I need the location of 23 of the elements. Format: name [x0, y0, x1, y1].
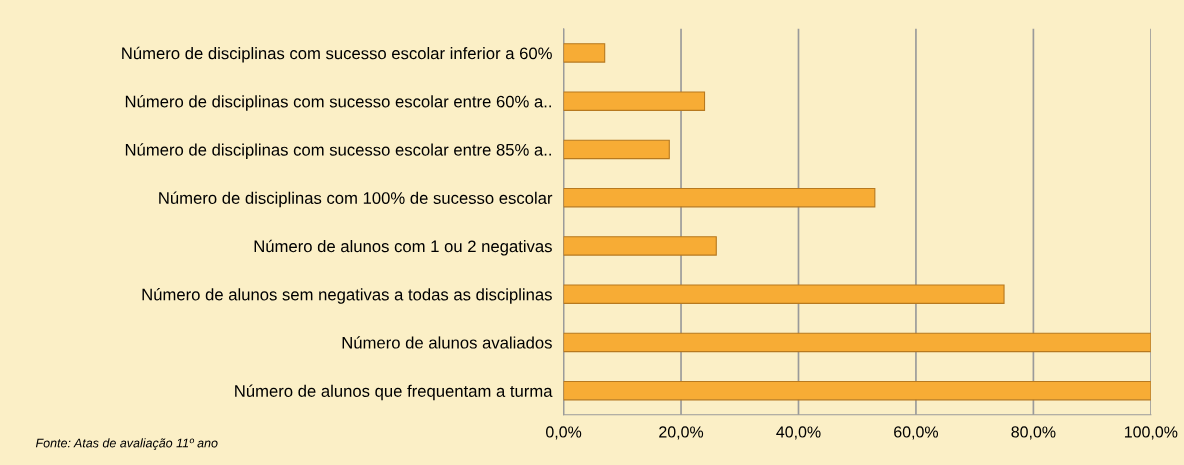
y-tick-label: Número de alunos que frequentam a turma — [235, 384, 553, 401]
bar — [563, 187, 876, 208]
bar — [563, 139, 670, 160]
x-tick-label: 100,0% — [1124, 426, 1178, 440]
source-note: Fonte: Atas de avaliação 11º ano — [35, 438, 218, 450]
x-tick-label: 80,0% — [1011, 426, 1056, 440]
bar — [563, 332, 1151, 353]
y-tick-label: Número de disciplinas com sucesso escolar entre 60% a.. — [125, 95, 551, 111]
y-tick-label: Número de disciplinas com sucesso escolar inferior a 60% — [122, 46, 552, 63]
y-tick-label: Número de alunos avaliados — [342, 336, 552, 349]
bar — [563, 380, 1151, 401]
x-tick-label: 40,0% — [776, 426, 821, 440]
bar — [563, 284, 1005, 304]
y-tick-label: Número de alunos sem negativas a todas as disciplinas — [142, 288, 552, 304]
x-tick-label: 0,0% — [546, 426, 582, 440]
x-tick-label: 20,0% — [659, 426, 704, 440]
y-tick-label: Número de alunos com 1 ou 2 negativas — [254, 239, 552, 256]
y-tick-label: Número de disciplinas com 100% de sucesso escolar — [159, 191, 553, 208]
y-tick-label: Número de disciplinas com sucesso escolar entre 85% a.. — [125, 143, 551, 160]
bar — [563, 91, 706, 111]
bar — [563, 236, 717, 256]
bar — [563, 43, 606, 63]
x-tick-label: 60,0% — [894, 426, 939, 440]
